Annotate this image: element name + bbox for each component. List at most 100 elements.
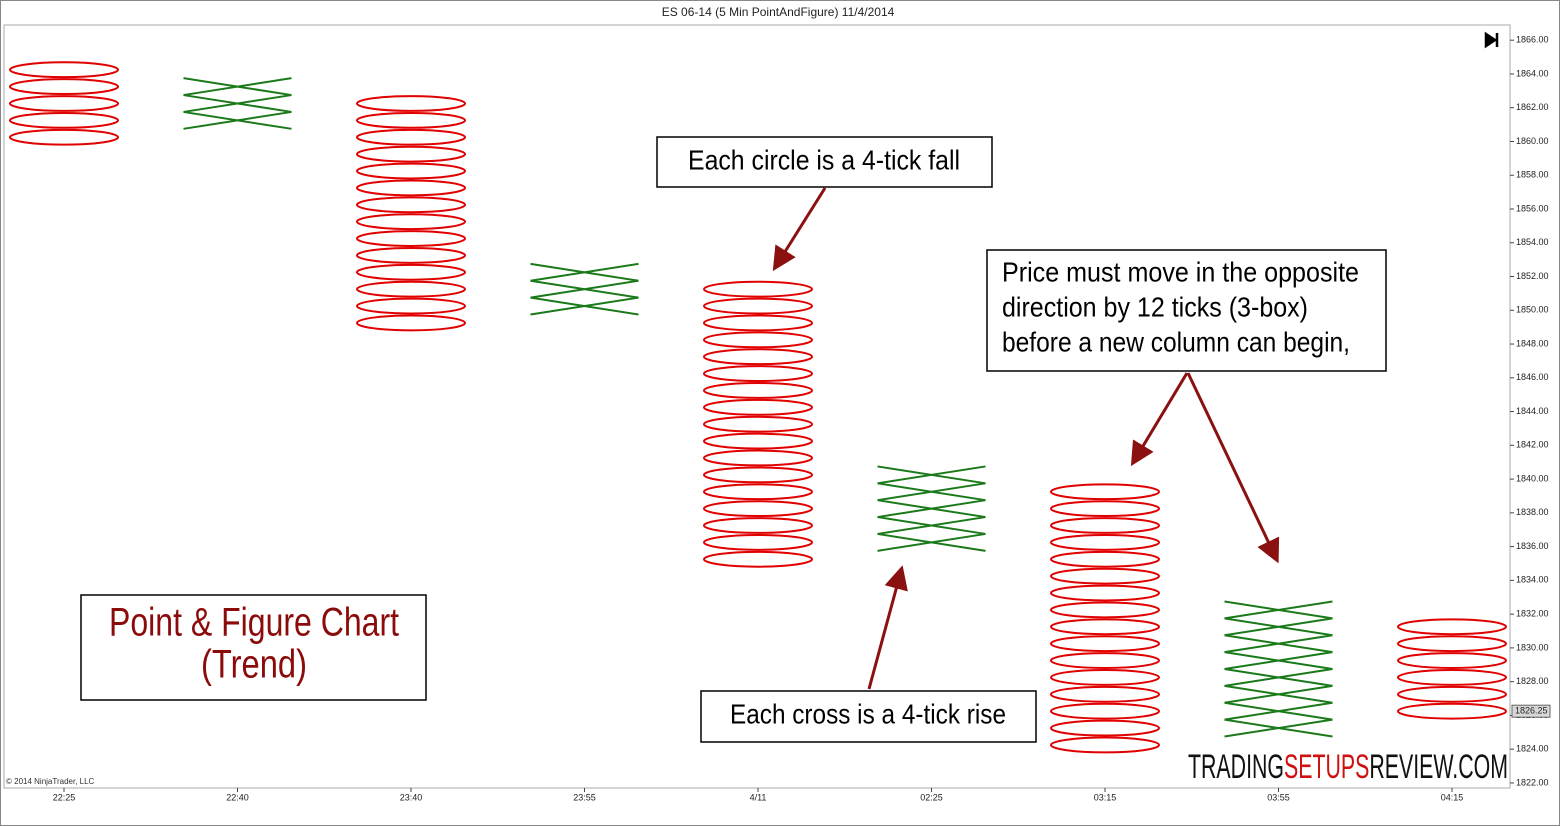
scroll-icon[interactable] bbox=[1484, 31, 1499, 49]
annotation-cross: Each cross is a 4-tick rise bbox=[700, 565, 1037, 743]
y-tick-label: 1844.00 bbox=[1516, 406, 1549, 416]
o-box bbox=[1050, 736, 1160, 754]
marks: 1822.001824.001826.001828.001830.001832.… bbox=[9, 35, 1551, 802]
o-box bbox=[1050, 669, 1160, 686]
y-tick-label: 1864.00 bbox=[1516, 68, 1549, 78]
x-box bbox=[1224, 634, 1333, 654]
o-box bbox=[1397, 618, 1507, 636]
x-box bbox=[877, 499, 986, 519]
x-box bbox=[1224, 684, 1333, 704]
x-tick-label: 03:15 bbox=[1094, 792, 1117, 802]
annotation-reversal: Price must move in the opposite directio… bbox=[986, 249, 1387, 564]
o-box bbox=[356, 95, 466, 112]
o-box bbox=[703, 382, 813, 399]
o-box bbox=[1397, 702, 1507, 720]
o-box bbox=[356, 297, 466, 315]
annotation-text: direction by 12 ticks (3-box) bbox=[1002, 291, 1308, 322]
x-tick-label: 23:40 bbox=[400, 792, 423, 802]
o-box bbox=[703, 517, 813, 534]
o-box bbox=[703, 398, 813, 416]
o-box bbox=[703, 415, 813, 433]
o-box bbox=[1397, 669, 1507, 686]
o-box bbox=[703, 314, 813, 332]
y-tick-label: 1856.00 bbox=[1516, 203, 1549, 213]
o-box bbox=[1050, 618, 1160, 636]
annotation-heading: Point & Figure Chart (Trend) bbox=[80, 594, 427, 701]
o-box bbox=[1050, 500, 1160, 518]
x-tick-label: 22:25 bbox=[53, 792, 76, 802]
heading-text: (Trend) bbox=[201, 643, 307, 687]
o-box bbox=[356, 263, 466, 281]
o-box bbox=[1050, 584, 1160, 602]
o-box bbox=[1397, 685, 1507, 703]
y-tick-label: 1822.00 bbox=[1516, 777, 1549, 787]
y-tick-label: 1832.00 bbox=[1516, 609, 1549, 619]
chart-title: ES 06-14 (5 Min PointAndFigure) 11/4/201… bbox=[662, 5, 895, 19]
o-box bbox=[356, 213, 466, 231]
o-box bbox=[703, 449, 813, 467]
o-box bbox=[356, 128, 466, 146]
x-box bbox=[1224, 651, 1333, 670]
o-box bbox=[703, 483, 813, 501]
x-box bbox=[877, 532, 986, 552]
o-box bbox=[356, 162, 466, 180]
o-box bbox=[356, 246, 466, 264]
o-box bbox=[703, 331, 813, 349]
o-box bbox=[9, 61, 119, 79]
o-box bbox=[356, 314, 466, 332]
x-box bbox=[183, 77, 292, 97]
o-box bbox=[9, 128, 119, 146]
o-box bbox=[1050, 533, 1160, 551]
o-box bbox=[356, 111, 466, 129]
watermark: TRADINGSETUPSREVIEW.COM bbox=[1188, 748, 1508, 786]
x-box bbox=[1224, 617, 1333, 637]
o-box bbox=[9, 111, 119, 129]
o-box bbox=[703, 533, 813, 551]
y-tick-label: 1852.00 bbox=[1516, 271, 1549, 281]
watermark-part: REVIEW.COM bbox=[1369, 748, 1508, 786]
o-box bbox=[703, 432, 813, 450]
y-tick-label: 1862.00 bbox=[1516, 102, 1549, 112]
y-tick-label: 1830.00 bbox=[1516, 642, 1549, 652]
o-box bbox=[356, 179, 466, 197]
x-box bbox=[183, 110, 292, 130]
y-tick-label: 1836.00 bbox=[1516, 541, 1549, 551]
annotation-circle: Each circle is a 4-tick fall bbox=[656, 136, 993, 272]
o-box bbox=[1050, 483, 1160, 501]
x-tick-label: 23:55 bbox=[573, 792, 596, 802]
annotation-text: Each circle is a 4-tick fall bbox=[688, 144, 960, 175]
y-tick-label: 1838.00 bbox=[1516, 507, 1549, 517]
annotation-text: Price must move in the opposite bbox=[1002, 256, 1359, 287]
y-tick-label: 1850.00 bbox=[1516, 305, 1549, 315]
y-tick-label: 1840.00 bbox=[1516, 473, 1549, 483]
o-box bbox=[1050, 685, 1160, 703]
o-box bbox=[1397, 652, 1507, 669]
o-box bbox=[703, 297, 813, 315]
o-box bbox=[703, 365, 813, 383]
o-box bbox=[1050, 652, 1160, 669]
o-box bbox=[9, 95, 119, 112]
watermark-part: SETUPS bbox=[1284, 748, 1369, 786]
y-tick-label: 1858.00 bbox=[1516, 170, 1549, 180]
o-box bbox=[1050, 550, 1160, 568]
o-box bbox=[356, 280, 466, 298]
x-box bbox=[1224, 718, 1333, 738]
o-box bbox=[703, 280, 813, 298]
o-box bbox=[1397, 635, 1507, 653]
o-box bbox=[1050, 567, 1160, 585]
x-tick-label: 03:55 bbox=[1267, 792, 1290, 802]
annotation-text: Each cross is a 4-tick rise bbox=[730, 698, 1006, 729]
x-box bbox=[1224, 600, 1333, 620]
x-box bbox=[530, 279, 639, 299]
o-box bbox=[703, 348, 813, 366]
x-box bbox=[530, 262, 639, 282]
x-tick-label: 4/11 bbox=[750, 792, 767, 802]
y-tick-label: 1834.00 bbox=[1516, 575, 1549, 585]
o-box bbox=[356, 196, 466, 214]
heading-text: Point & Figure Chart bbox=[109, 601, 399, 645]
o-box bbox=[1050, 702, 1160, 720]
watermark-part: TRADING bbox=[1188, 748, 1284, 786]
y-tick-label: 1846.00 bbox=[1516, 372, 1549, 382]
x-box bbox=[1224, 701, 1333, 721]
